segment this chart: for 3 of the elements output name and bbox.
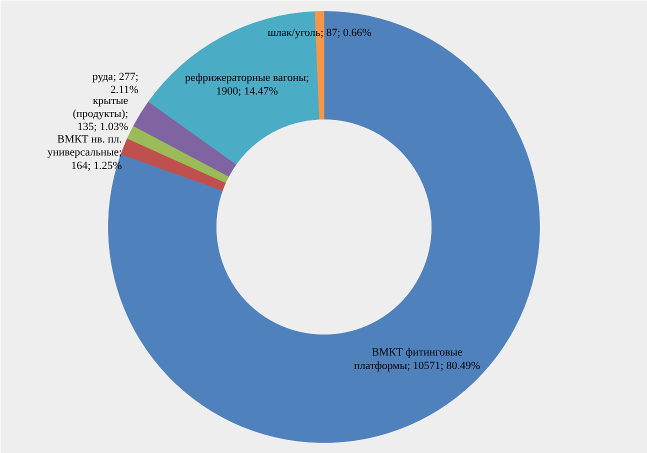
slice-label: рефрижераторные вагоны; 1900; 14.47% [184, 72, 310, 98]
slice-label: ВМКТ фитинговые платформы; 10571; 80.49% [354, 346, 480, 372]
slice-label: крытые (продукты); 135; 1.03% [72, 94, 128, 134]
